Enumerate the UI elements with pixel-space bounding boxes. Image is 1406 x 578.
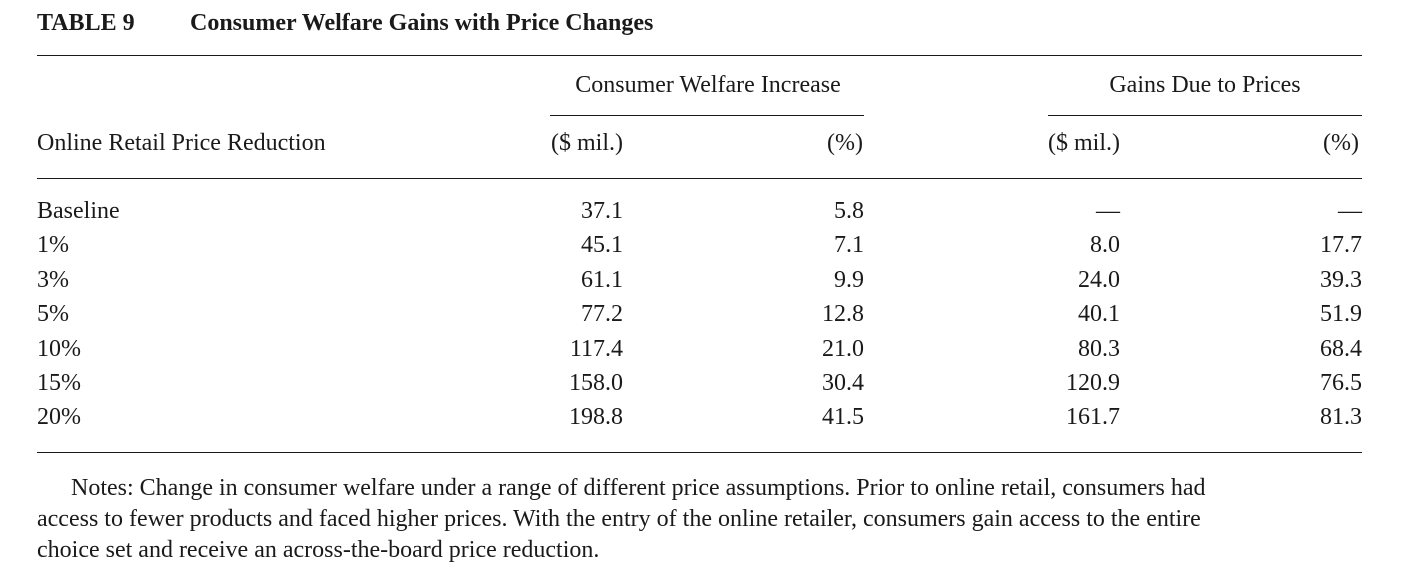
- row-label: 15%: [37, 370, 81, 396]
- gp-pct-cell: 51.9: [1320, 301, 1362, 327]
- gp-mil-cell: 8.0: [1090, 232, 1120, 258]
- gp-pct-cell: 81.3: [1320, 404, 1362, 430]
- gp-mil-cell: 24.0: [1078, 267, 1120, 293]
- table-row: 3% 61.1 9.9 24.0 39.3: [0, 263, 1406, 297]
- table-row: 1% 45.1 7.1 8.0 17.7: [0, 228, 1406, 262]
- top-rule: [37, 55, 1362, 56]
- table-row: 15% 158.0 30.4 120.9 76.5: [0, 366, 1406, 400]
- cw-mil-cell: 61.1: [581, 267, 623, 293]
- cw-pct-cell: 5.8: [834, 198, 864, 224]
- group-header-gains-prices: Gains Due to Prices: [1109, 72, 1301, 98]
- gp-mil-cell: 161.7: [1066, 404, 1120, 430]
- row-header: Online Retail Price Reduction: [37, 130, 326, 156]
- gp-mil-cell: 120.9: [1066, 370, 1120, 396]
- row-label: 1%: [37, 232, 69, 258]
- cw-mil-cell: 37.1: [581, 198, 623, 224]
- row-label: 5%: [37, 301, 69, 327]
- notes-line-3: choice set and receive an across-the-boa…: [37, 537, 600, 563]
- gp-mil-cell: —: [1096, 198, 1120, 224]
- gp-mil-cell: 40.1: [1078, 301, 1120, 327]
- cw-mil-cell: 45.1: [581, 232, 623, 258]
- col-header-gp-mil: ($ mil.): [1048, 130, 1120, 156]
- cw-pct-cell: 9.9: [834, 267, 864, 293]
- gp-pct-cell: —: [1338, 198, 1362, 224]
- table-label: TABLE 9: [37, 10, 135, 36]
- cw-pct-cell: 7.1: [834, 232, 864, 258]
- header-rule: [37, 178, 1362, 179]
- col-header-cw-pct: (%): [827, 130, 863, 156]
- cw-pct-cell: 12.8: [822, 301, 864, 327]
- cw-pct-cell: 30.4: [822, 370, 864, 396]
- cw-mil-cell: 77.2: [581, 301, 623, 327]
- gp-mil-cell: 80.3: [1078, 336, 1120, 362]
- row-label: Baseline: [37, 198, 120, 224]
- table-title: Consumer Welfare Gains with Price Change…: [190, 10, 654, 36]
- cw-mil-cell: 158.0: [569, 370, 623, 396]
- row-label: 3%: [37, 267, 69, 293]
- group-rule-gains-prices: [1048, 115, 1362, 116]
- col-header-cw-mil: ($ mil.): [551, 130, 623, 156]
- gp-pct-cell: 68.4: [1320, 336, 1362, 362]
- bottom-rule: [37, 452, 1362, 453]
- notes-line-2: access to fewer products and faced highe…: [37, 506, 1201, 532]
- row-label: 10%: [37, 336, 81, 362]
- cw-mil-cell: 117.4: [569, 336, 623, 362]
- table-row: 20% 198.8 41.5 161.7 81.3: [0, 400, 1406, 434]
- group-rule-consumer-welfare: [550, 115, 864, 116]
- table-row: 10% 117.4 21.0 80.3 68.4: [0, 332, 1406, 366]
- gp-pct-cell: 39.3: [1320, 267, 1362, 293]
- table-row: 5% 77.2 12.8 40.1 51.9: [0, 297, 1406, 331]
- col-header-gp-pct: (%): [1323, 130, 1359, 156]
- cw-pct-cell: 21.0: [822, 336, 864, 362]
- cw-mil-cell: 198.8: [569, 404, 623, 430]
- gp-pct-cell: 76.5: [1320, 370, 1362, 396]
- gp-pct-cell: 17.7: [1320, 232, 1362, 258]
- row-label: 20%: [37, 404, 81, 430]
- cw-pct-cell: 41.5: [822, 404, 864, 430]
- table-row: Baseline 37.1 5.8 — —: [0, 194, 1406, 228]
- notes-line-1: Notes: Change in consumer welfare under …: [71, 475, 1206, 501]
- group-header-consumer-welfare: Consumer Welfare Increase: [575, 72, 841, 98]
